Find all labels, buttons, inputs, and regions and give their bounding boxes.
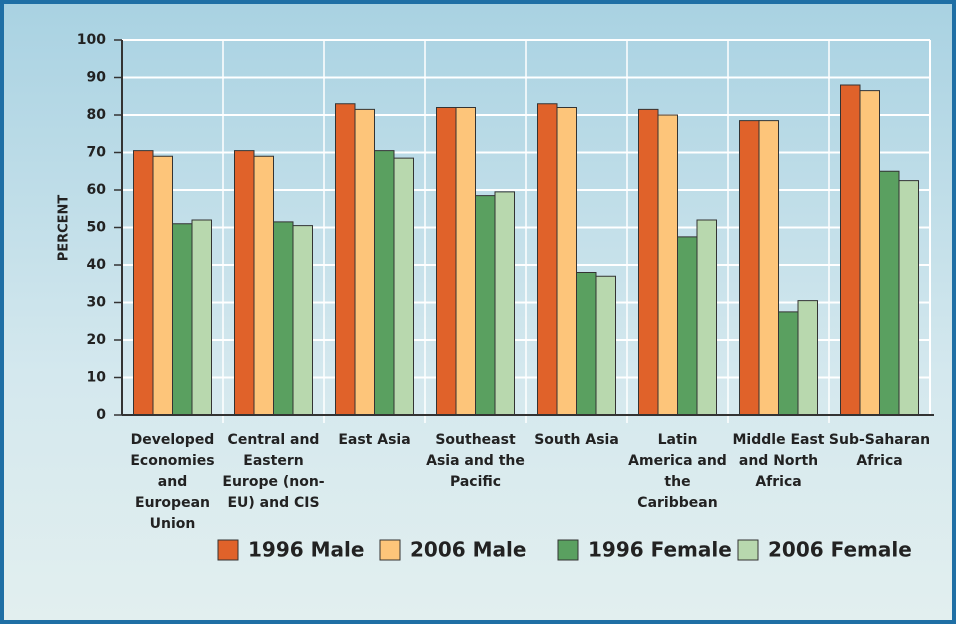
bar xyxy=(455,107,476,416)
bar xyxy=(696,219,717,416)
legend-label: 1996 Male xyxy=(248,538,364,562)
bar xyxy=(253,155,274,416)
bar xyxy=(133,150,154,416)
bar xyxy=(758,120,779,416)
bar xyxy=(739,120,760,416)
x-tick-label: Middle East and North Africa xyxy=(732,432,825,490)
bar xyxy=(152,155,173,416)
bar xyxy=(576,272,597,416)
x-tick-label: Central and Eastern Europe (non-EU) and … xyxy=(222,432,325,511)
x-tick-label: South Asia xyxy=(534,432,619,448)
bar xyxy=(879,170,900,416)
legend-swatch xyxy=(557,539,579,561)
legend-label: 1996 Female xyxy=(588,538,732,562)
x-tick-label: East Asia xyxy=(338,432,411,448)
x-tick-label: Latin America and the Caribbean xyxy=(628,432,727,511)
bar xyxy=(292,225,313,416)
legend-swatch xyxy=(737,539,759,561)
y-tick-label: 80 xyxy=(87,107,107,123)
x-tick-label: Southeast Asia and the Pacific xyxy=(426,432,525,490)
y-tick-label: 40 xyxy=(87,257,107,273)
bar xyxy=(436,107,457,416)
y-tick-label: 20 xyxy=(87,332,107,348)
y-axis-label: PERCENT xyxy=(57,195,72,262)
legend-swatch xyxy=(217,539,239,561)
y-tick-label: 100 xyxy=(77,32,106,48)
bar xyxy=(778,311,799,416)
y-tick-label: 10 xyxy=(87,370,107,386)
legend-label: 2006 Male xyxy=(410,538,526,562)
bar xyxy=(273,221,294,416)
bar xyxy=(595,275,616,416)
bar xyxy=(172,223,193,416)
bar xyxy=(374,150,395,416)
y-tick-label: 70 xyxy=(87,145,107,161)
legend-swatch xyxy=(379,539,401,561)
bar xyxy=(638,108,659,416)
bar xyxy=(537,103,558,416)
y-tick-label: 0 xyxy=(96,407,106,423)
bar xyxy=(475,195,496,416)
bar xyxy=(859,90,880,416)
bar xyxy=(234,150,255,416)
bar xyxy=(335,103,356,416)
bar xyxy=(657,114,678,416)
bar xyxy=(393,157,414,416)
x-tick-label: Sub-Saharan Africa xyxy=(828,432,931,469)
y-tick-label: 50 xyxy=(87,220,107,236)
bar xyxy=(677,236,698,416)
y-tick-label: 90 xyxy=(87,70,107,86)
bar xyxy=(191,219,212,416)
bar xyxy=(354,108,375,416)
bar xyxy=(556,107,577,416)
legend-label: 2006 Female xyxy=(768,538,912,562)
y-tick-label: 30 xyxy=(87,295,107,311)
bar xyxy=(898,180,919,416)
x-tick-label: Developed Economies and European Union xyxy=(130,432,215,532)
y-tick-label: 60 xyxy=(87,182,107,198)
bar xyxy=(840,84,861,416)
bar xyxy=(797,300,818,416)
bar xyxy=(494,191,515,416)
